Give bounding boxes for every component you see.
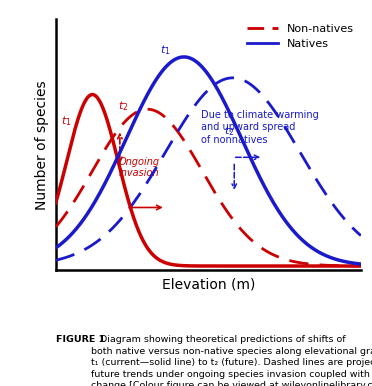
Text: $t_1$: $t_1$ [160, 43, 171, 57]
Text: $t_2$: $t_2$ [118, 99, 128, 113]
Text: Diagram showing theoretical predictions of shifts of
both native versus non-nati: Diagram showing theoretical predictions … [91, 335, 372, 386]
Text: Due to climate warming
and upward spread
of nonnatives: Due to climate warming and upward spread… [201, 110, 318, 145]
Legend: Non-natives, Natives: Non-natives, Natives [243, 20, 358, 53]
X-axis label: Elevation (m): Elevation (m) [161, 277, 255, 291]
Text: $t_1$: $t_1$ [61, 114, 72, 128]
Text: $t_2$: $t_2$ [224, 124, 235, 138]
Y-axis label: Number of species: Number of species [35, 80, 49, 210]
Text: FIGURE 1: FIGURE 1 [56, 335, 105, 344]
Text: Ongoing
invasion: Ongoing invasion [118, 157, 160, 178]
